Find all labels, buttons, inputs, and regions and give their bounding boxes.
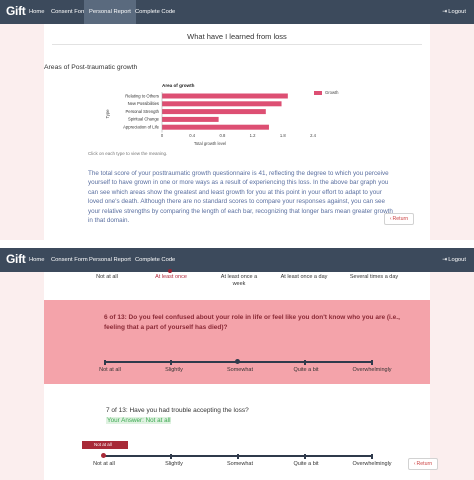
x-tick-label: 0 (161, 133, 164, 138)
category-label[interactable]: Spiritual Change (128, 117, 160, 122)
q7-tick (371, 453, 373, 459)
q7-option-not-at-all[interactable]: Not at all (93, 461, 115, 467)
current-answer: Your Answer: Not at all (106, 417, 172, 424)
return-button[interactable]: ‹Return (408, 458, 438, 470)
arrow-left-icon: ‹ (389, 216, 392, 222)
question-6-text: 6 of 13: Do you feel confused about your… (104, 314, 400, 331)
arrow-left-icon: ‹ (413, 461, 416, 467)
app-logo[interactable]: Gift (6, 252, 26, 266)
growth-bar[interactable] (162, 116, 219, 122)
app-logo[interactable]: Gift (6, 4, 26, 18)
q6-tick (104, 359, 106, 365)
return-label: Return (392, 216, 409, 222)
question-6-slider-handle[interactable] (235, 359, 240, 364)
growth-bar[interactable] (162, 124, 269, 130)
logout-link[interactable]: ⇥Logout (442, 0, 466, 24)
category-label[interactable]: New Possibilities (128, 101, 159, 106)
page-title: What have I learned from loss (187, 32, 287, 41)
top-navbar: Gift Home Consent Form Personal Report C… (0, 248, 474, 272)
category-label[interactable]: Relating to Others (125, 93, 159, 98)
nav-consent-form[interactable]: Consent Form (51, 9, 88, 15)
logout-label: Logout (448, 9, 466, 15)
scale-option-at-least-once[interactable]: At least once (155, 274, 187, 280)
question-6-block (44, 300, 430, 384)
x-tick-label: 1.2 (250, 133, 256, 138)
category-label[interactable]: Appreciation of Life (123, 125, 160, 130)
q6-option-slightly[interactable]: Slightly (165, 367, 183, 373)
legend-swatch-growth (314, 91, 322, 95)
nav-consent-form[interactable]: Consent Form (51, 257, 88, 263)
heading-divider (52, 44, 422, 45)
q6-tick (170, 359, 172, 365)
x-tick-label: 0.4 (189, 133, 195, 138)
q7-option-somewhat[interactable]: Somewhat (227, 461, 253, 467)
growth-bar-chart: Area of growth Type Total growth level R… (105, 83, 317, 146)
report-screen: Gift Home Consent Form Personal Report C… (0, 0, 474, 240)
selected-value-badge: Not at all (82, 441, 128, 449)
growth-bar[interactable] (162, 101, 282, 107)
q7-tick (170, 453, 172, 459)
nav-home[interactable]: Home (29, 9, 45, 15)
q6-option-not-at-all[interactable]: Not at all (99, 367, 121, 373)
x-tick-label: 1.8 (280, 133, 286, 138)
x-axis-label: Total growth level (194, 141, 226, 146)
q7-option-overwhelmingly[interactable]: Overwhelmingly (352, 461, 392, 467)
scale-option-not-at-all[interactable]: Not at all (96, 274, 118, 280)
growth-bar[interactable] (162, 109, 266, 115)
q7-option-slightly[interactable]: Slightly (165, 461, 183, 467)
report-card: What have I learned from loss (44, 24, 430, 240)
scale-option-once-a-week[interactable]: At least once a week (220, 274, 258, 287)
logout-icon: ⇥ (442, 9, 448, 15)
scale-option-several-times-a-day[interactable]: Several times a day (349, 274, 399, 280)
logout-label: Logout (448, 257, 466, 263)
logout-link[interactable]: ⇥Logout (442, 248, 466, 272)
top-navbar: Gift Home Consent Form Personal Report C… (0, 0, 474, 24)
section-title: Areas of Post-traumatic growth (44, 64, 138, 71)
question-7-slider-handle[interactable] (101, 453, 106, 458)
q6-option-overwhelmingly[interactable]: Overwhelmingly (352, 367, 392, 373)
question-7-text: 7 of 13: Have you had trouble accepting … (106, 407, 249, 414)
x-tick-label: 2.4 (310, 133, 316, 138)
return-label: Return (416, 461, 433, 467)
growth-bar[interactable] (162, 93, 288, 99)
category-label[interactable]: Personal Strength (125, 109, 159, 114)
nav-home[interactable]: Home (29, 257, 45, 263)
chart-footnote: Click on each type to view the meaning. (88, 151, 168, 156)
nav-personal-report[interactable]: Personal Report (84, 0, 136, 24)
q7-tick (237, 453, 239, 459)
legend-label-growth: Growth (325, 89, 339, 95)
q7-tick (304, 453, 306, 459)
nav-complete-code[interactable]: Complete Code (135, 9, 176, 15)
x-tick-label: 0.8 (219, 133, 225, 138)
return-button[interactable]: ‹Return (384, 213, 414, 225)
chart-title: Area of growth (162, 83, 195, 88)
logout-icon: ⇥ (442, 257, 448, 263)
nav-personal-report[interactable]: Personal Report (89, 257, 131, 263)
previous-answer-marker (168, 269, 172, 273)
q6-tick (304, 359, 306, 365)
nav-complete-code[interactable]: Complete Code (135, 257, 176, 263)
q6-tick (371, 359, 373, 365)
q7-option-quite-a-bit[interactable]: Quite a bit (293, 461, 319, 467)
q6-option-quite-a-bit[interactable]: Quite a bit (293, 367, 319, 373)
report-summary: The total score of your posttraumatic gr… (88, 170, 393, 225)
y-axis-label: Type (105, 109, 110, 119)
scale-option-once-a-day[interactable]: At least once a day (280, 274, 328, 280)
q6-option-somewhat[interactable]: Somewhat (227, 367, 253, 373)
